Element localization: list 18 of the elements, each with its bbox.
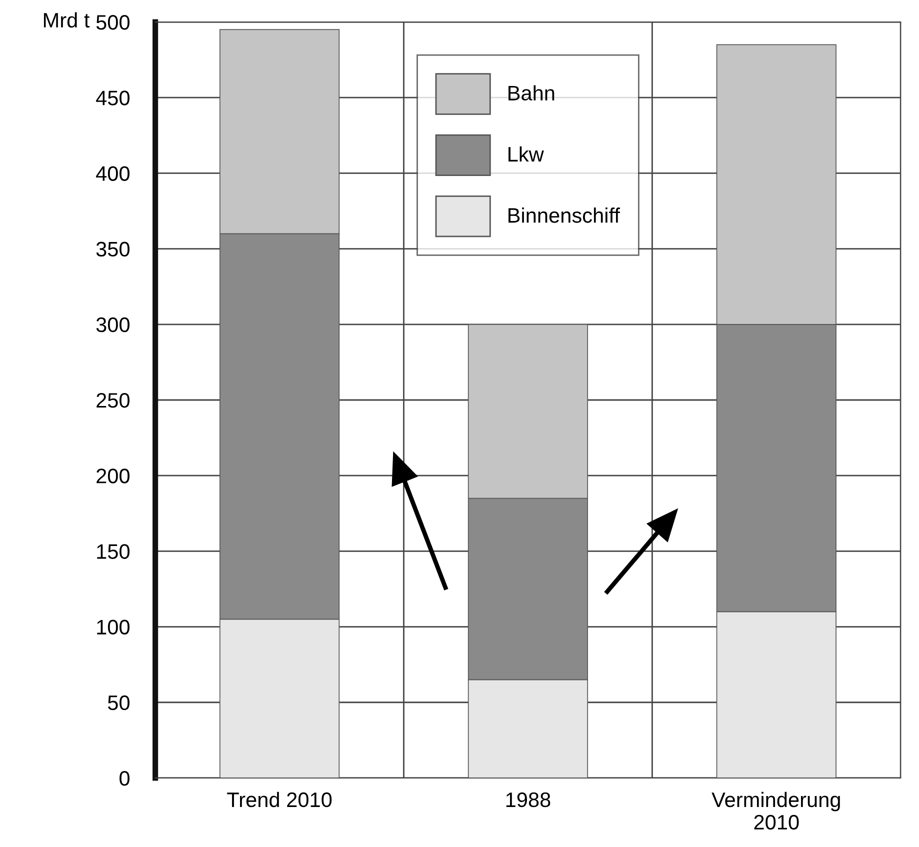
legend-label: Lkw — [508, 146, 544, 162]
y-tick-label: 200 — [96, 468, 130, 484]
y-tick-label: 50 — [108, 695, 130, 710]
y-tick-label: 250 — [96, 392, 130, 408]
legend-label: Binnenschiff — [508, 208, 620, 223]
y-tick-label: 0 — [120, 770, 130, 786]
x-tick-label: 1988 — [506, 792, 550, 808]
y-tick-label: 150 — [97, 544, 130, 559]
x-tick-label: Trend 2010 — [227, 792, 332, 808]
y-tick-label: 400 — [96, 166, 130, 181]
y-tick-label: 450 — [96, 90, 130, 106]
legend-label: Bahn — [508, 85, 554, 101]
y-tick-label: 300 — [96, 317, 130, 332]
x-tick-label: Verminderung 2010 — [712, 792, 840, 830]
y-tick-label: 350 — [96, 242, 130, 257]
y-axis-title: Mrd t — [44, 12, 90, 28]
y-tick-label: 500 — [96, 15, 130, 30]
y-tick-label: 100 — [97, 620, 130, 635]
